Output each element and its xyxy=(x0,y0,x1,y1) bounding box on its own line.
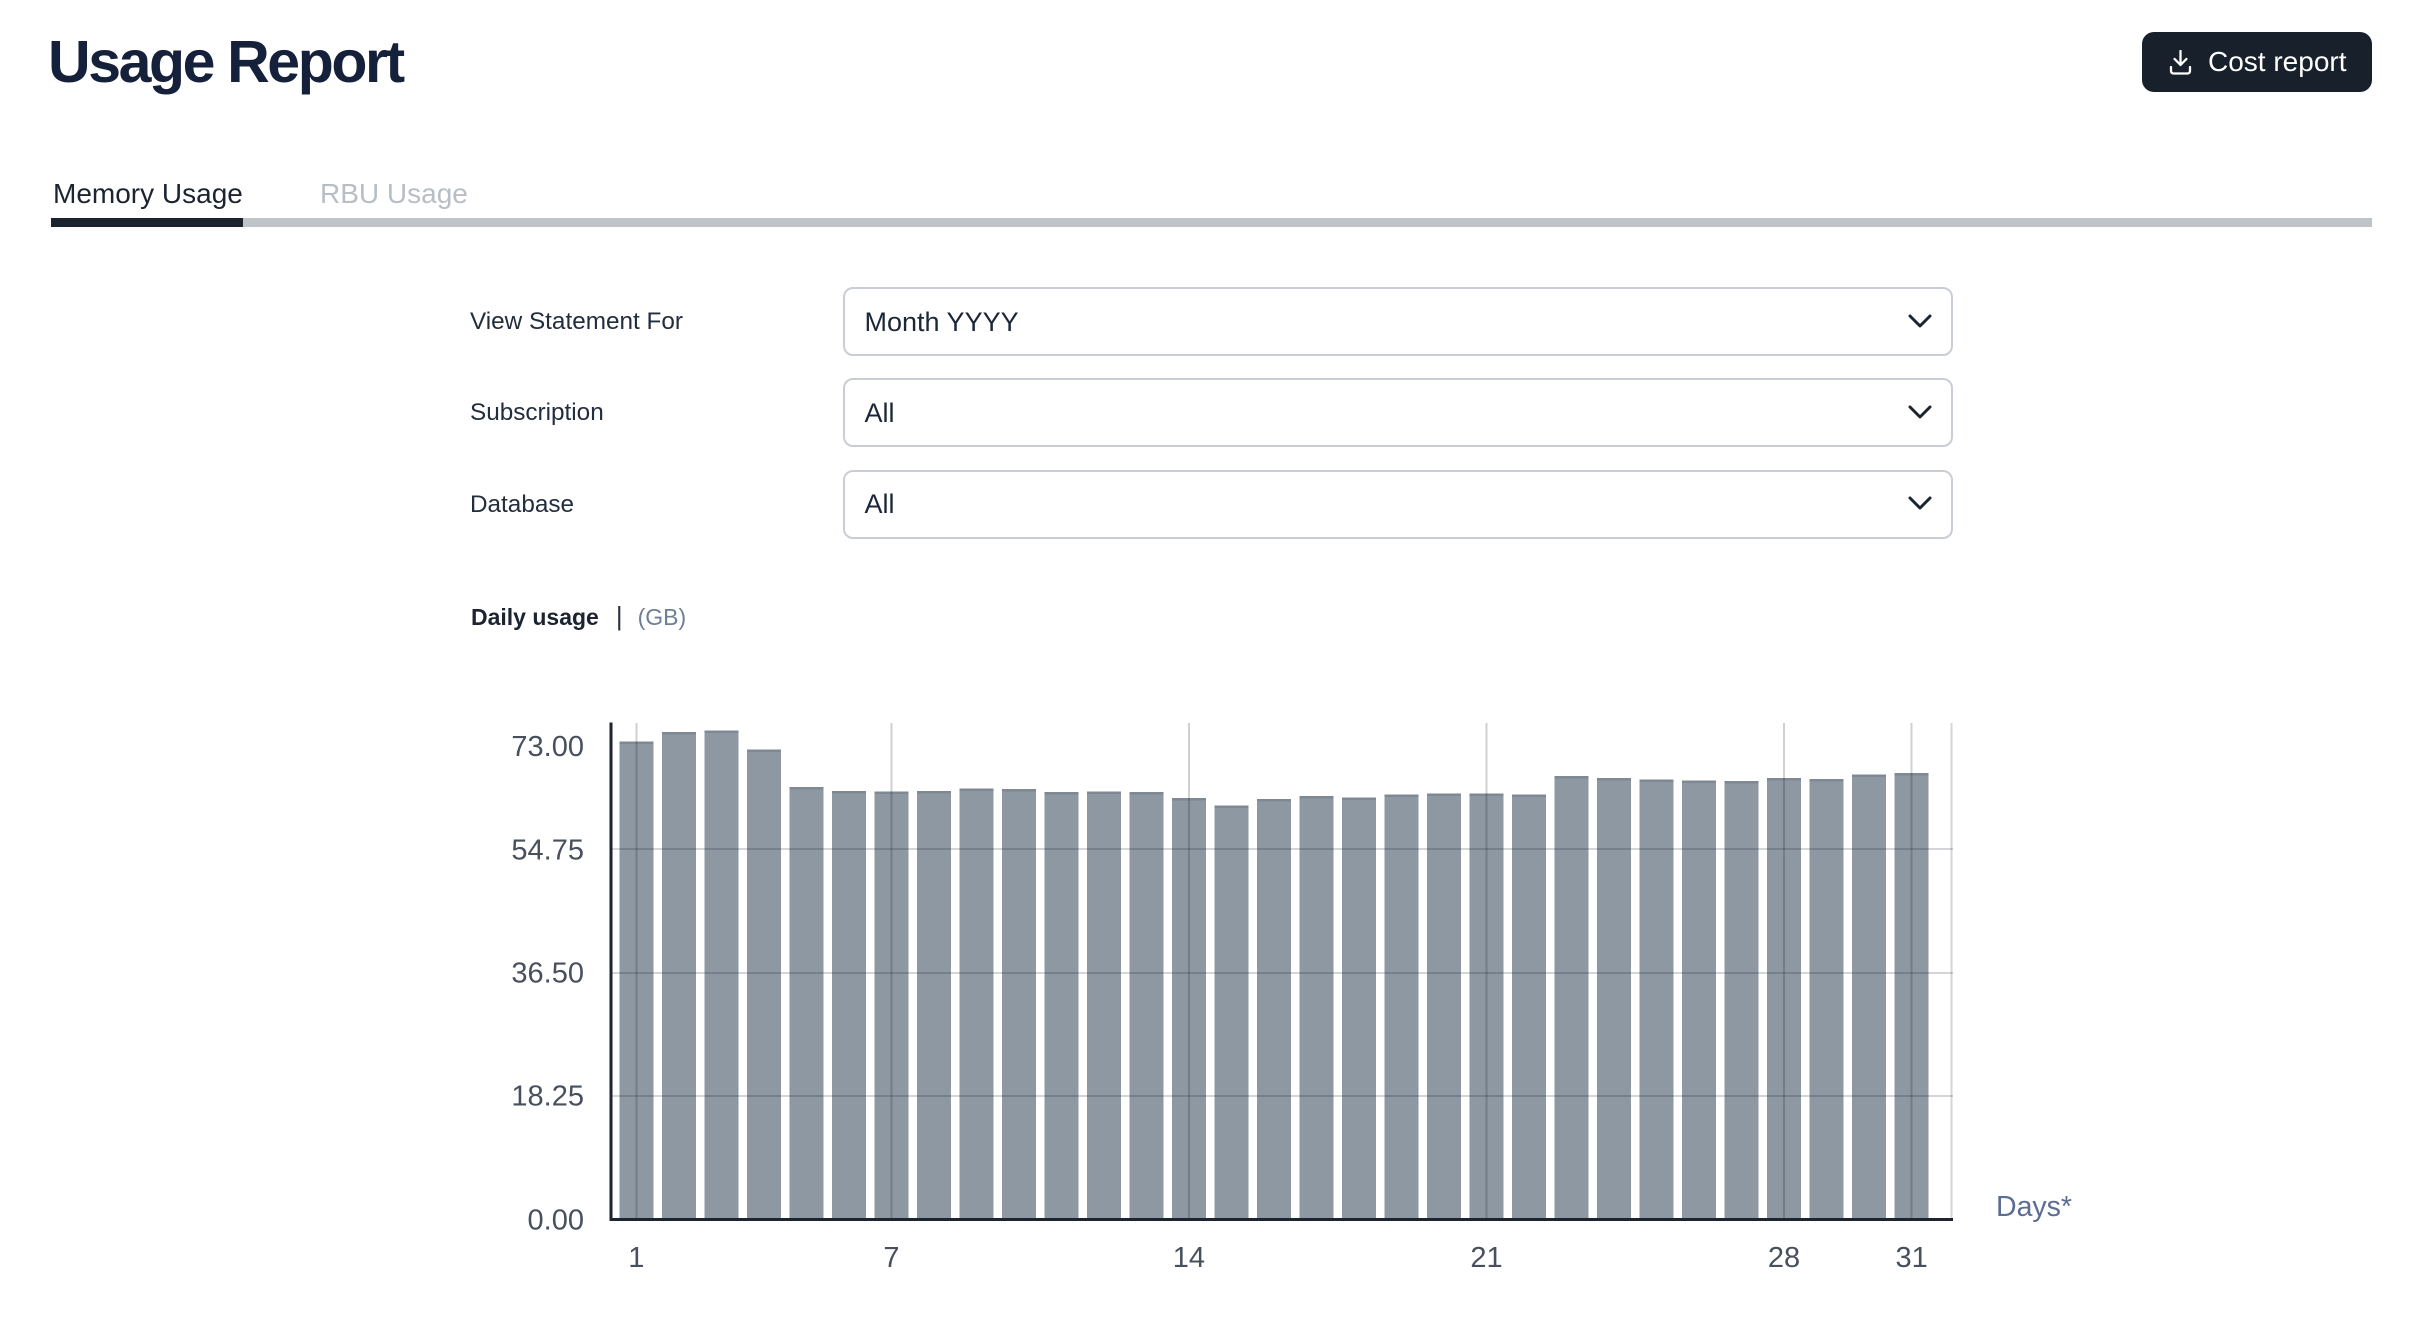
svg-text:0.00: 0.00 xyxy=(528,1205,584,1237)
svg-text:7: 7 xyxy=(883,1242,899,1274)
svg-text:18.25: 18.25 xyxy=(511,1081,584,1113)
svg-text:21: 21 xyxy=(1470,1242,1502,1274)
svg-text:36.50: 36.50 xyxy=(511,958,584,990)
svg-text:31: 31 xyxy=(1895,1242,1927,1274)
svg-text:Days*: Days* xyxy=(1996,1191,2072,1223)
svg-text:73.00: 73.00 xyxy=(511,731,584,763)
svg-text:28: 28 xyxy=(1768,1242,1800,1274)
svg-text:1: 1 xyxy=(628,1242,644,1274)
svg-text:14: 14 xyxy=(1173,1242,1205,1274)
svg-text:54.75: 54.75 xyxy=(511,835,584,867)
